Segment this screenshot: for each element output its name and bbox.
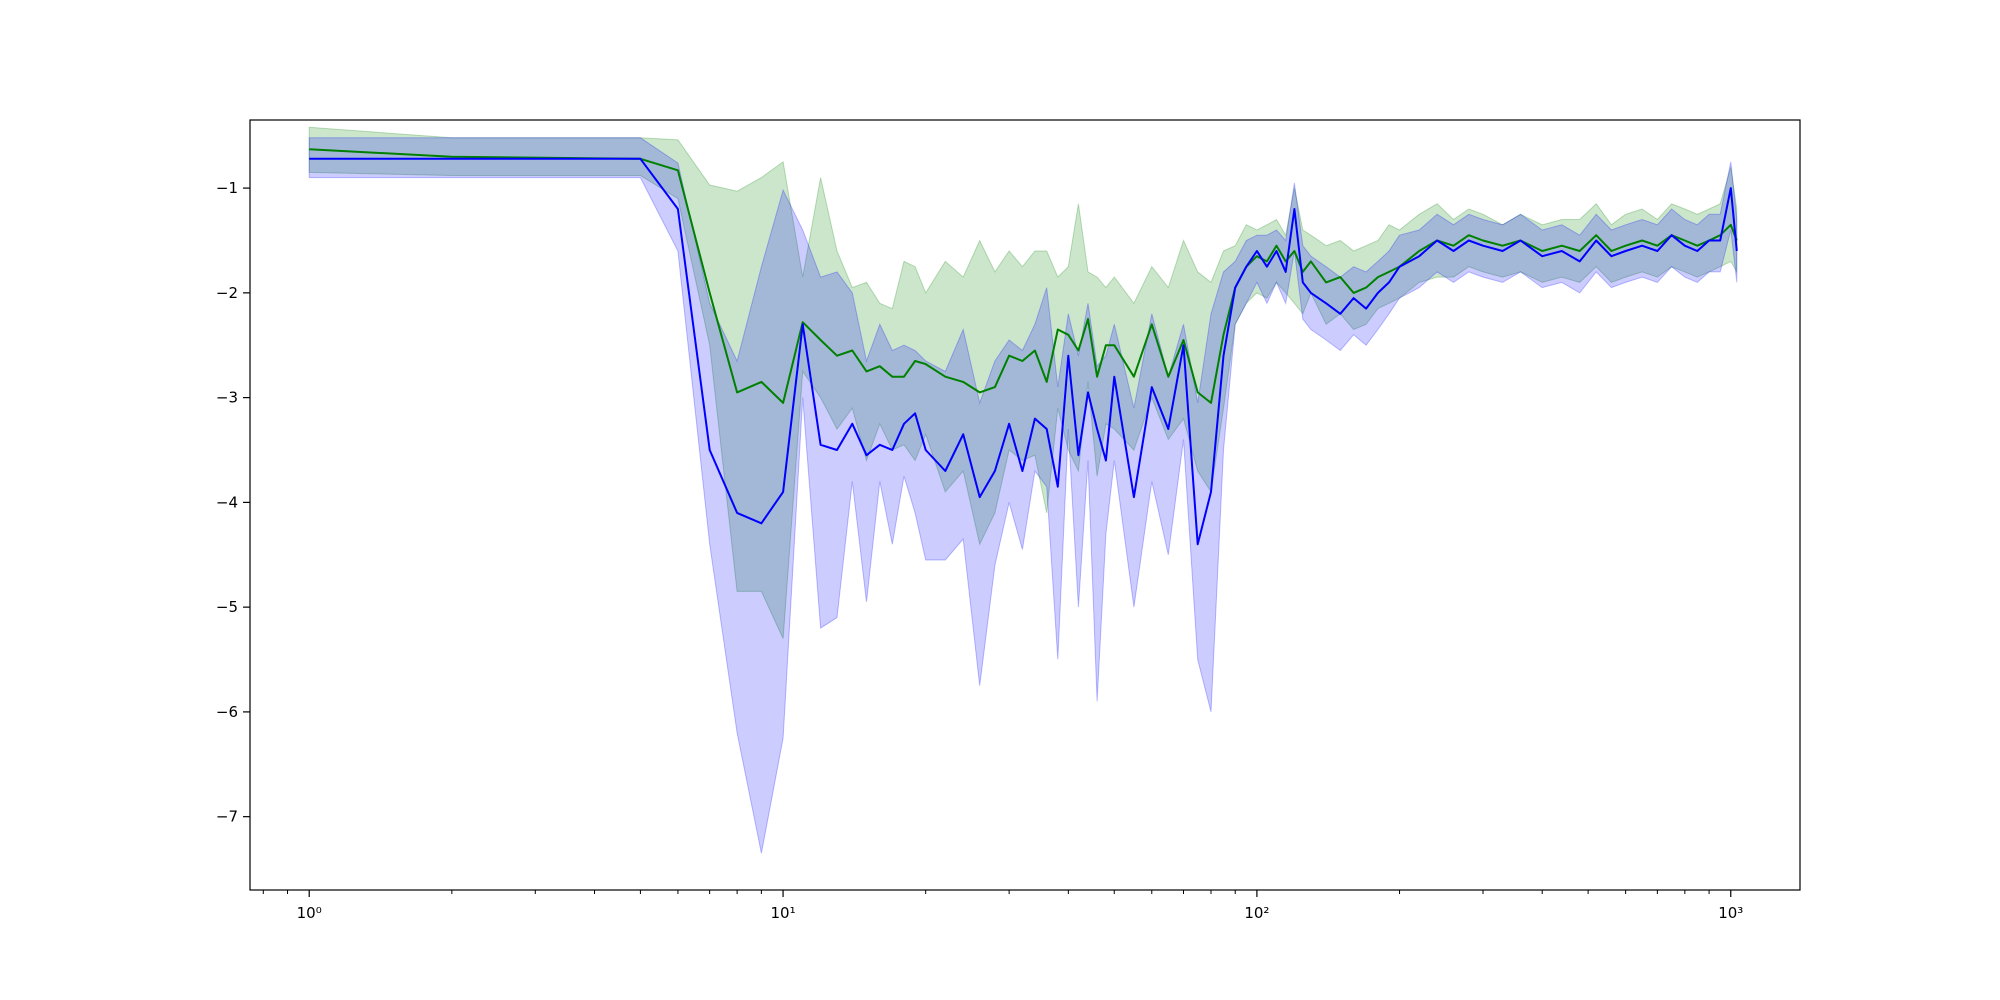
confidence-bands [308,126,1738,854]
y-tick-label: −3 [216,389,238,407]
y-tick-label: −6 [216,703,238,721]
y-tick-label: −2 [216,284,238,302]
plot-frame [249,119,1801,891]
series-lines [309,148,1738,546]
series-2-line [309,157,1738,546]
y-axis: −1 −2 −3 −4 −5 −6 −7 [216,179,250,826]
series-1-band [308,126,1738,639]
y-tick-label: −4 [216,493,238,511]
y-tick-label: −5 [216,598,238,616]
series-1-line [309,148,1738,404]
x-tick-label: 10¹ [770,904,795,922]
x-tick-label: 10² [1244,904,1269,922]
x-tick-label: 10⁰ [297,904,322,922]
x-tick-label: 10³ [1718,904,1743,922]
y-tick-label: −7 [216,808,238,826]
x-axis: 10⁰ 10¹ 10² 10³ [262,890,1743,922]
y-tick-label: −1 [216,179,238,197]
series-2-band [308,137,1738,854]
